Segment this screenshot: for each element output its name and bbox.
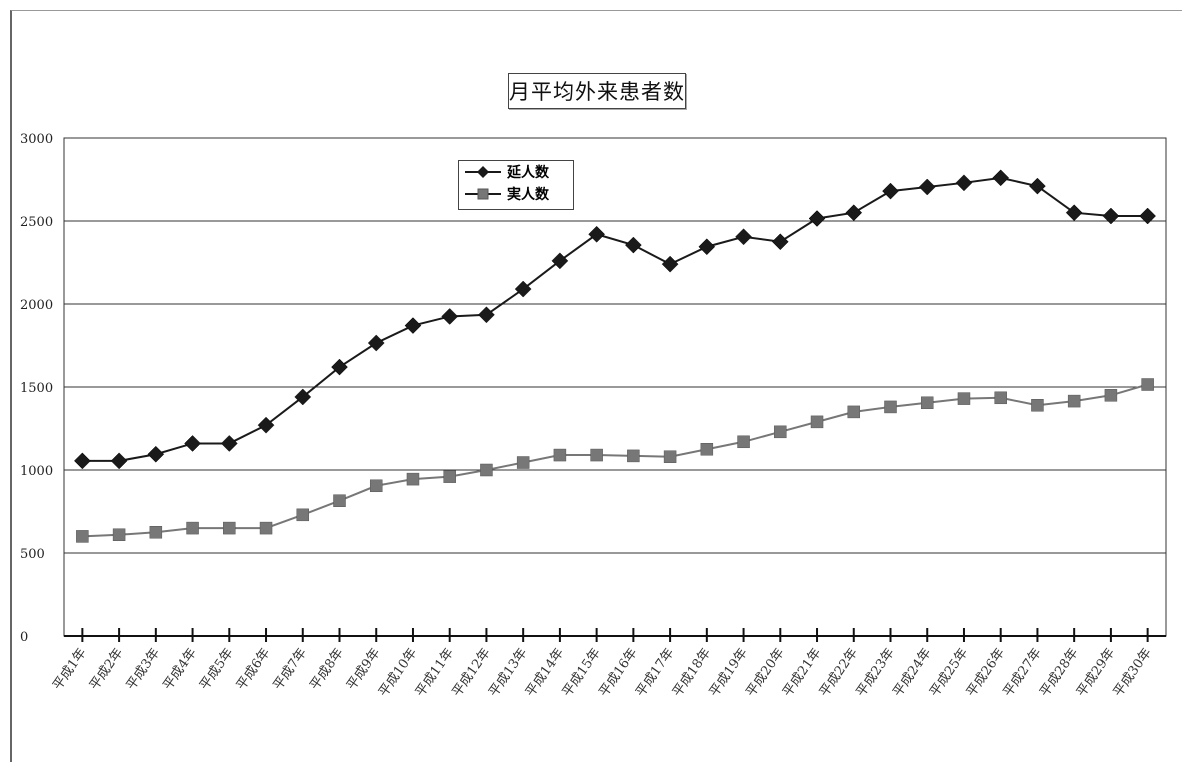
data-point-square: [957, 392, 971, 405]
data-point-diamond: [478, 306, 495, 324]
data-point-square: [700, 443, 714, 456]
x-tick-label: 平成4年: [160, 646, 199, 693]
data-point-diamond: [845, 204, 863, 222]
data-point-diamond: [992, 169, 1010, 187]
data-point-diamond: [918, 178, 936, 196]
data-point-square: [443, 470, 456, 483]
data-point-diamond: [808, 210, 826, 227]
data-point-diamond: [661, 255, 679, 273]
y-tick-label: 500: [20, 547, 45, 562]
chart-title: 月平均外来患者数: [508, 73, 686, 109]
legend-item-series-1: 延人数: [459, 161, 573, 183]
data-point-diamond: [110, 452, 128, 470]
y-tick-label: 1500: [20, 381, 53, 396]
data-point-square: [186, 521, 199, 535]
data-point-diamond: [74, 452, 91, 470]
y-tick-label: 2000: [20, 298, 53, 313]
y-tick-label: 1000: [20, 464, 53, 479]
data-point-square: [1031, 399, 1044, 412]
data-point-diamond: [698, 238, 716, 256]
data-point-diamond: [147, 445, 165, 463]
data-point-square: [774, 425, 787, 439]
x-tick-label: 平成8年: [307, 646, 346, 693]
legend-square-marker: [465, 188, 501, 200]
data-point-square: [149, 526, 163, 539]
x-tick-label: 平成2年: [87, 646, 126, 693]
x-tick-label: 平成5年: [197, 646, 236, 693]
legend-diamond-marker: [465, 166, 501, 178]
data-point-square: [920, 396, 934, 410]
legend-label: 延人数: [507, 165, 549, 181]
data-point-diamond: [588, 225, 605, 243]
data-point-square: [369, 479, 383, 493]
data-point-square: [333, 494, 346, 507]
data-point-diamond: [441, 308, 459, 325]
x-tick-label: 平成9年: [344, 646, 383, 693]
legend-item-series-2: 実人数: [459, 183, 573, 205]
x-tick-label: 平成1年: [50, 646, 89, 693]
data-point-square: [994, 391, 1007, 405]
data-point-square: [112, 528, 126, 541]
data-point-square: [76, 530, 89, 543]
data-point-square: [590, 448, 603, 462]
y-tick-label: 3000: [20, 132, 53, 147]
series-line: [82, 383, 1148, 538]
data-point-square: [737, 435, 750, 449]
data-point-square: [1141, 378, 1154, 391]
x-tick-label: 平成7年: [271, 646, 310, 693]
legend-label: 実人数: [507, 187, 549, 203]
data-point-square: [663, 450, 677, 463]
y-tick-label: 0: [20, 630, 28, 645]
chart-frame: [10, 10, 1182, 762]
data-point-square: [480, 463, 493, 477]
data-point-diamond: [1065, 204, 1083, 222]
data-point-diamond: [331, 358, 348, 376]
data-point-square: [223, 521, 236, 535]
data-point-diamond: [771, 233, 789, 251]
data-point-square: [553, 448, 567, 462]
data-point-diamond: [514, 280, 532, 298]
data-point-diamond: [551, 252, 569, 270]
x-tick-label: 平成3年: [124, 646, 163, 693]
data-point-diamond: [294, 388, 312, 406]
data-point-diamond: [367, 334, 385, 352]
data-point-diamond: [1102, 207, 1120, 225]
data-point-diamond: [1029, 177, 1046, 195]
data-point-square: [259, 521, 273, 535]
legend: 延人数 実人数: [458, 160, 574, 210]
data-point-square: [406, 472, 420, 486]
data-point-square: [516, 456, 530, 469]
series-line: [82, 176, 1148, 462]
data-point-diamond: [184, 435, 201, 452]
data-point-square: [884, 400, 897, 414]
data-point-square: [1104, 389, 1118, 402]
data-point-diamond: [955, 174, 973, 192]
data-point-square: [847, 405, 861, 419]
data-point-diamond: [404, 317, 422, 334]
data-point-diamond: [882, 182, 899, 200]
data-point-square: [627, 449, 640, 463]
data-point-square: [810, 415, 824, 429]
data-point-diamond: [735, 228, 752, 246]
data-point-diamond: [625, 236, 642, 254]
y-tick-label: 2500: [20, 215, 53, 230]
data-point-square: [296, 508, 310, 522]
data-point-diamond: [220, 435, 238, 452]
data-point-diamond: [257, 416, 275, 434]
data-point-diamond: [1139, 207, 1156, 225]
x-tick-label: 平成6年: [234, 646, 273, 693]
data-point-square: [1067, 394, 1081, 408]
